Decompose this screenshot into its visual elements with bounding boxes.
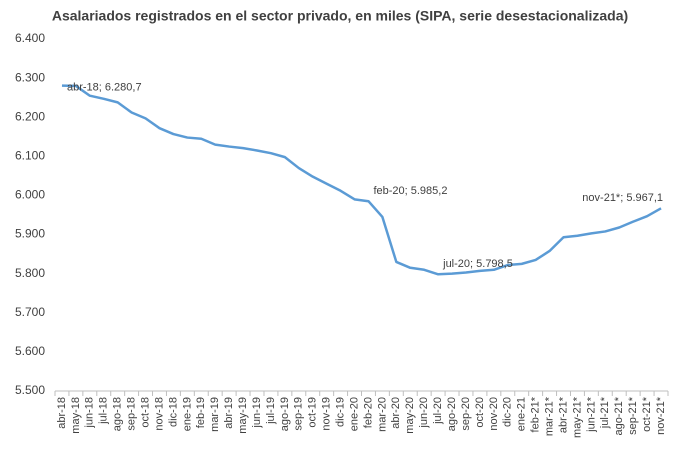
data-label: jul-20; 5.798,5 xyxy=(442,258,513,270)
x-tick-label: oct-18 xyxy=(139,397,151,428)
x-tick-label: sep-18 xyxy=(126,397,138,431)
x-tick-label: mar-21* xyxy=(543,396,555,436)
y-tick-label: 5.900 xyxy=(15,227,45,241)
x-tick-label: jun-19 xyxy=(251,397,263,429)
line-series xyxy=(61,84,662,276)
x-tick-label: sep-21* xyxy=(627,396,639,435)
x-tick-label: ago-19 xyxy=(279,397,291,431)
x-tick-label: oct-20 xyxy=(474,397,486,428)
x-tick-label: abr-18 xyxy=(56,397,68,429)
x-tick-label: abr-20 xyxy=(390,397,402,429)
x-tick-label: may-21* xyxy=(571,396,583,438)
x-tick-label: ago-21* xyxy=(613,396,625,435)
x-tick-label: sep-20 xyxy=(460,397,472,431)
x-tick-label: nov-20 xyxy=(488,397,500,431)
data-label: feb-20; 5.985,2 xyxy=(373,185,447,197)
x-tick-label: jun-21* xyxy=(585,396,597,433)
x-tick-label: ene-19 xyxy=(181,397,193,431)
x-tick-label: oct-19 xyxy=(307,397,319,428)
y-tick-label: 6.400 xyxy=(15,31,45,45)
x-tick-label: may-20 xyxy=(404,397,416,434)
y-tick-label: 6.300 xyxy=(15,70,45,84)
x-tick-label: mar-19 xyxy=(209,397,221,432)
x-tick-label: dic-20 xyxy=(502,397,514,427)
y-tick-label: 5.500 xyxy=(15,383,45,397)
y-tick-label: 5.700 xyxy=(15,305,45,319)
data-label: abr-18; 6.280,7 xyxy=(67,82,142,94)
y-tick-label: 5.800 xyxy=(15,266,45,280)
x-tick-label: jul-20 xyxy=(432,397,444,425)
x-tick-label: may-18 xyxy=(70,397,82,434)
x-tick-label: dic-18 xyxy=(167,397,179,427)
data-label: nov-21*; 5.967,1 xyxy=(582,192,663,204)
x-tick-label: mar-20 xyxy=(376,397,388,432)
x-tick-label: feb-20 xyxy=(362,397,374,428)
x-tick-label: nov-21* xyxy=(655,396,667,435)
x-tick-label: ago-20 xyxy=(446,397,458,431)
x-tick-label: ene-21 xyxy=(516,397,528,431)
y-tick-label: 5.600 xyxy=(15,344,45,358)
x-tick-label: feb-21* xyxy=(530,396,542,432)
x-tick-label: may-19 xyxy=(237,397,249,434)
x-tick-label: jun-18 xyxy=(84,397,96,429)
x-tick-label: jul-21* xyxy=(599,396,611,429)
x-tick-label: feb-19 xyxy=(195,397,207,428)
x-tick-label: ago-18 xyxy=(112,397,124,431)
x-tick-label: sep-19 xyxy=(293,397,305,431)
x-tick-label: nov-18 xyxy=(153,397,165,431)
x-tick-label: abr-19 xyxy=(223,397,235,429)
x-tick-label: jun-20 xyxy=(418,397,430,429)
y-tick-label: 6.100 xyxy=(15,149,45,163)
x-tick-label: abr-21* xyxy=(557,396,569,433)
x-tick-label: ene-20 xyxy=(348,397,360,431)
y-tick-label: 6.000 xyxy=(15,188,45,202)
x-tick-label: oct-21* xyxy=(641,396,653,432)
x-tick-label: nov-19 xyxy=(321,397,333,431)
y-tick-label: 6.200 xyxy=(15,109,45,123)
x-tick-label: dic-19 xyxy=(335,397,347,427)
chart-title: Asalariados registrados en el sector pri… xyxy=(52,8,628,24)
x-tick-label: jul-19 xyxy=(265,397,277,425)
x-tick-label: jul-18 xyxy=(98,397,110,425)
